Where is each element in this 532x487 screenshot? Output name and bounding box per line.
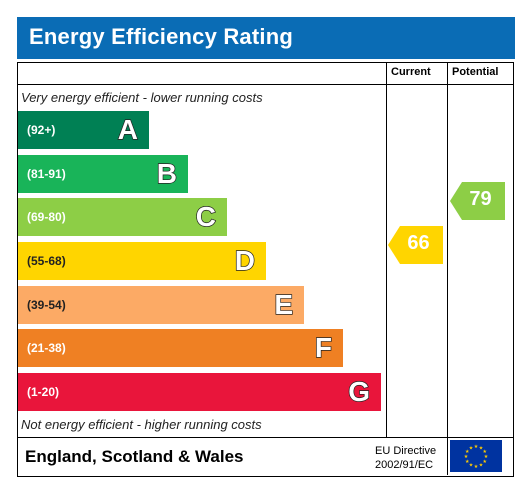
eu-star: ★ [469, 445, 474, 451]
potential-arrow-shape [450, 182, 505, 220]
eu-directive: EU Directive 2002/91/EC [375, 444, 436, 472]
band-a: (92+) A [18, 111, 149, 149]
current-column-divider [386, 62, 387, 437]
band-c: (69-80) C [18, 198, 227, 236]
band-g-range: (1-20) [27, 385, 60, 399]
eu-star: ★ [474, 464, 479, 470]
footer-region: England, Scotland & Wales [25, 447, 244, 466]
band-d: (55-68) D [18, 242, 266, 280]
top-caption: Very energy efficient - lower running co… [21, 90, 263, 105]
band-d-range: (55-68) [27, 254, 66, 268]
band-c-letter: C [195, 200, 217, 232]
footer-divider [17, 437, 514, 438]
current-column-header: Current [391, 66, 431, 78]
band-c-range: (69-80) [27, 210, 66, 224]
current-arrow-shape [388, 226, 443, 264]
eu-star: ★ [465, 449, 470, 455]
eu-star: ★ [482, 449, 487, 455]
header-divider [17, 84, 514, 85]
bottom-caption: Not energy efficient - higher running co… [21, 417, 262, 432]
band-b-range: (81-91) [27, 167, 66, 181]
eu-star: ★ [464, 454, 469, 460]
eu-star: ★ [474, 444, 479, 450]
band-b-letter: B [156, 157, 178, 189]
band-f: (21-38) F [18, 329, 343, 367]
band-a-letter: A [117, 113, 139, 145]
band-e: (39-54) E [18, 286, 304, 324]
potential-rating-value: 79 [469, 188, 492, 210]
potential-column-divider [447, 62, 448, 437]
band-d-letter: D [234, 244, 256, 276]
current-rating-arrow: 66 [388, 226, 443, 264]
band-e-range: (39-54) [27, 298, 66, 312]
current-rating-value: 66 [407, 232, 430, 254]
eu-directive-line2: 2002/91/EC [375, 459, 434, 471]
eu-directive-line1: EU Directive [375, 445, 437, 457]
eu-star: ★ [469, 463, 474, 469]
band-a-range: (92+) [27, 123, 56, 137]
eu-star: ★ [479, 445, 484, 451]
band-f-range: (21-38) [27, 341, 66, 355]
eu-star: ★ [484, 454, 489, 460]
potential-column-header: Potential [452, 66, 499, 78]
flag-divider [447, 437, 448, 475]
band-g: (1-20) G [18, 373, 381, 411]
title-bar: Energy Efficiency Rating [17, 17, 515, 59]
band-f-letter: F [314, 331, 333, 363]
band-g-letter: G [348, 375, 371, 407]
potential-rating-arrow: 79 [450, 182, 505, 220]
eu-flag-icon: ★ ★ ★ ★ ★ ★ ★ ★ ★ ★ ★ ★ [450, 440, 502, 472]
chart-frame [17, 62, 514, 477]
eu-star: ★ [482, 459, 487, 465]
chart-title: Energy Efficiency Rating [29, 24, 293, 49]
eu-star: ★ [479, 463, 484, 469]
band-e-letter: E [274, 288, 294, 320]
eu-stars: ★ ★★★★★★★★★★★ [464, 444, 489, 470]
band-b: (81-91) B [18, 155, 188, 193]
eu-star: ★ [465, 459, 470, 465]
